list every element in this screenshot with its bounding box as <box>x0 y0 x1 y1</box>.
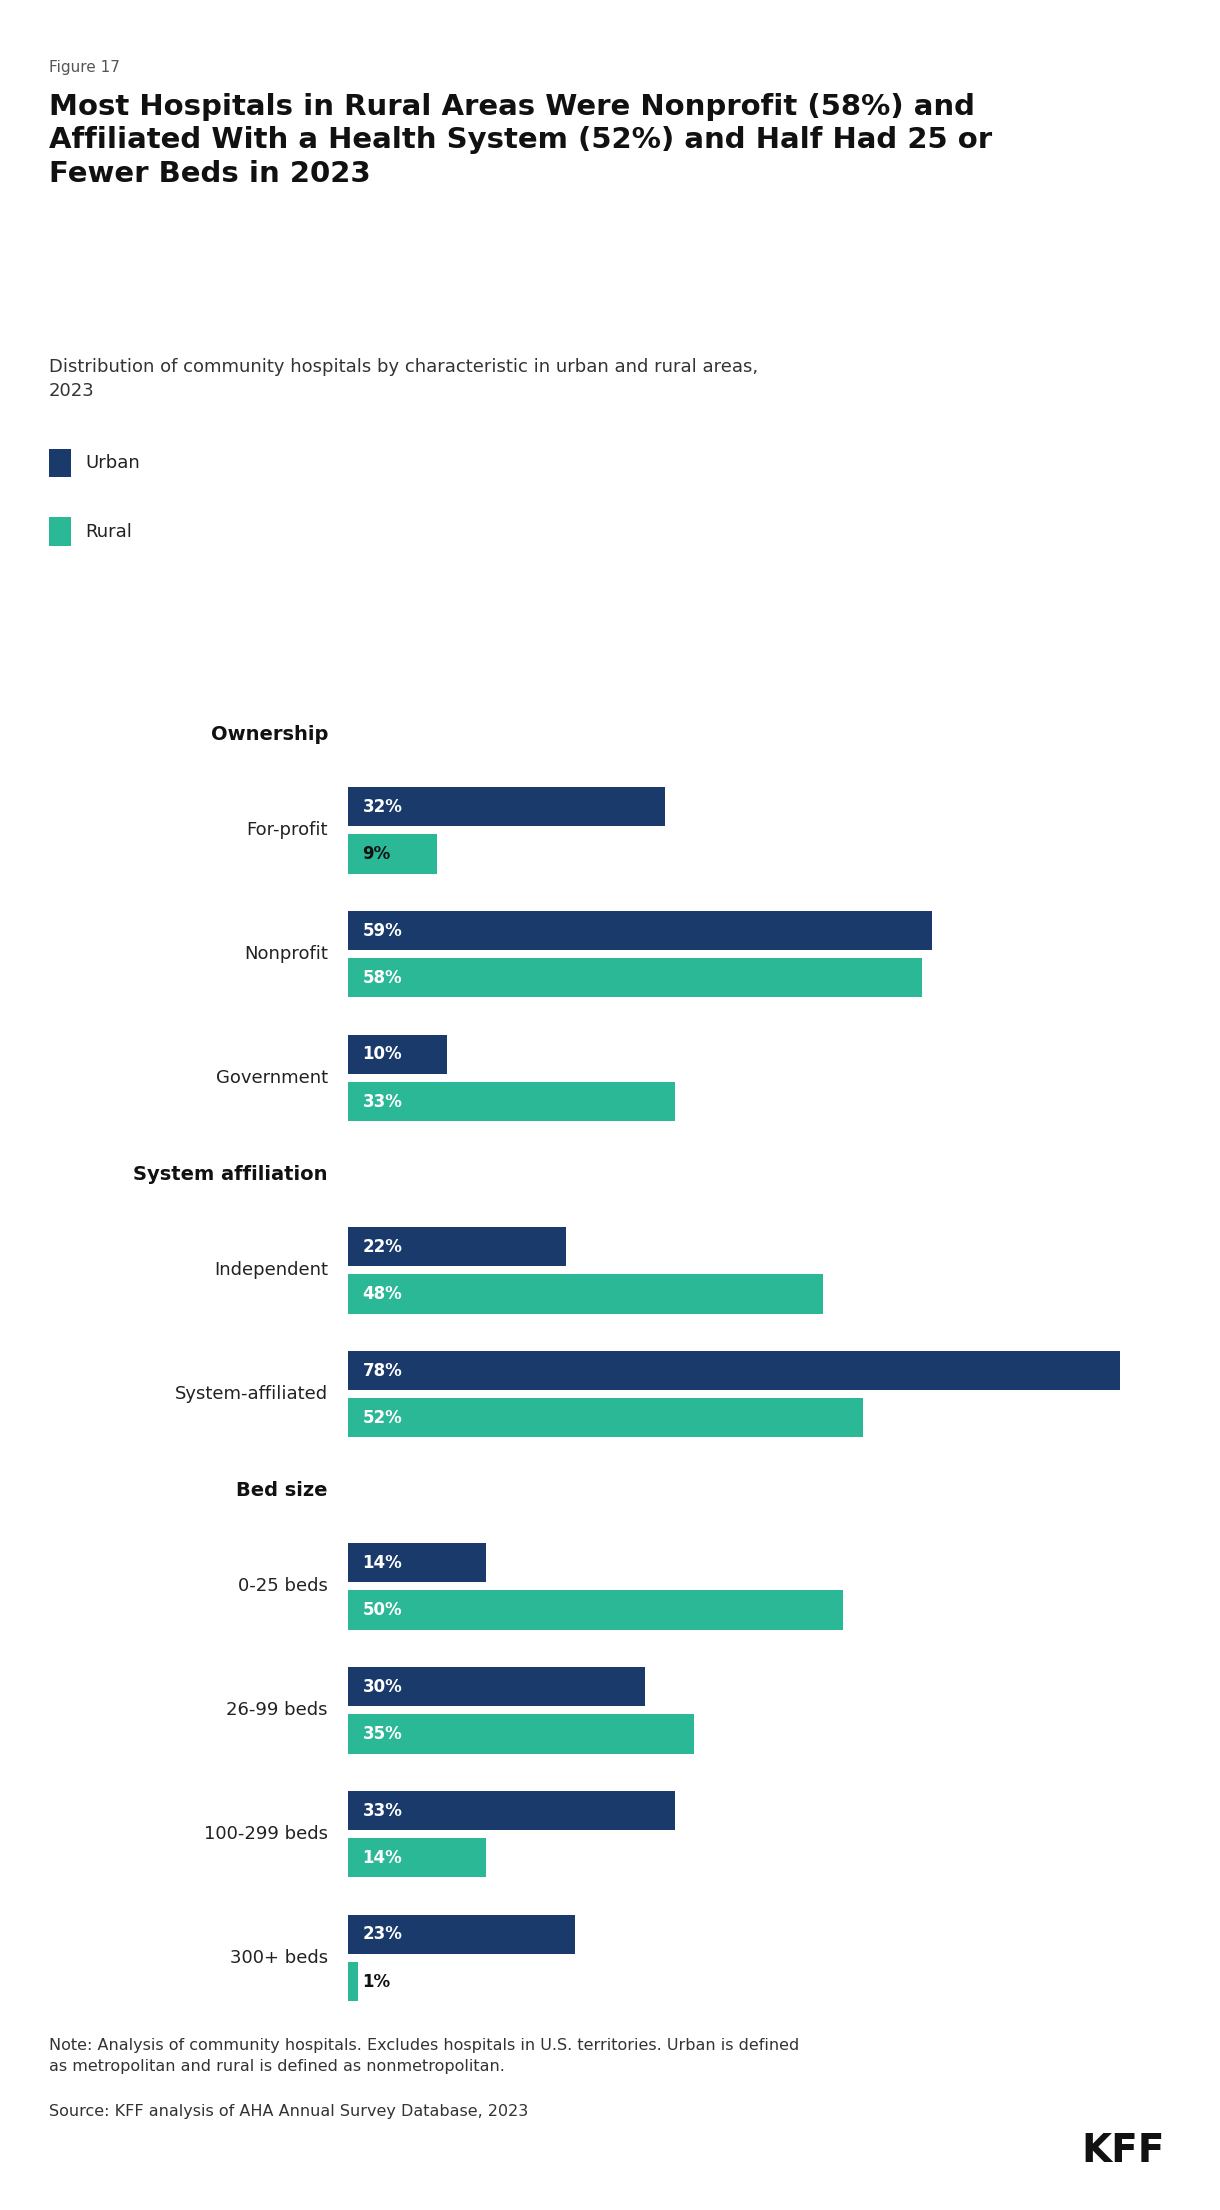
Text: 14%: 14% <box>362 1848 403 1867</box>
Text: Distribution of community hospitals by characteristic in urban and rural areas,
: Distribution of community hospitals by c… <box>49 358 758 400</box>
Text: 58%: 58% <box>362 968 403 986</box>
Text: 33%: 33% <box>362 1092 403 1112</box>
Text: 300+ beds: 300+ beds <box>229 1949 328 1967</box>
Bar <box>348 787 665 827</box>
Bar <box>348 1350 1120 1390</box>
Text: 10%: 10% <box>362 1045 403 1063</box>
Text: Figure 17: Figure 17 <box>49 60 120 75</box>
Text: 22%: 22% <box>362 1238 403 1255</box>
Text: 78%: 78% <box>362 1361 403 1379</box>
Text: Rural: Rural <box>85 522 132 541</box>
Text: Most Hospitals in Rural Areas Were Nonprofit (58%) and
Affiliated With a Health : Most Hospitals in Rural Areas Were Nonpr… <box>49 93 992 188</box>
Bar <box>348 1715 694 1753</box>
Bar <box>348 1397 863 1436</box>
Bar <box>348 1589 843 1629</box>
Text: Government: Government <box>216 1070 328 1087</box>
Bar <box>348 957 922 997</box>
Text: 30%: 30% <box>362 1677 403 1695</box>
Text: System-affiliated: System-affiliated <box>174 1386 328 1403</box>
Text: 1%: 1% <box>362 1974 390 1991</box>
Text: Note: Analysis of community hospitals. Excludes hospitals in U.S. territories. U: Note: Analysis of community hospitals. E… <box>49 2038 799 2073</box>
Text: 52%: 52% <box>362 1408 403 1428</box>
Bar <box>348 911 932 950</box>
Bar <box>348 1227 566 1266</box>
Text: Urban: Urban <box>85 453 140 473</box>
Bar <box>348 1034 447 1074</box>
Text: 48%: 48% <box>362 1284 403 1302</box>
Text: KFF: KFF <box>1082 2133 1165 2170</box>
Bar <box>348 1666 645 1706</box>
Bar <box>348 1914 576 1954</box>
Bar <box>348 1839 487 1878</box>
Text: Source: KFF analysis of AHA Annual Survey Database, 2023: Source: KFF analysis of AHA Annual Surve… <box>49 2104 528 2119</box>
Text: Nonprofit: Nonprofit <box>244 946 328 964</box>
Text: Ownership: Ownership <box>211 725 328 743</box>
Bar <box>348 1081 675 1120</box>
Text: 26-99 beds: 26-99 beds <box>227 1702 328 1719</box>
Text: 33%: 33% <box>362 1801 403 1819</box>
Text: System affiliation: System affiliation <box>133 1165 328 1185</box>
Text: For-profit: For-profit <box>246 822 328 840</box>
Text: 14%: 14% <box>362 1554 403 1571</box>
Text: Independent: Independent <box>214 1262 328 1280</box>
Bar <box>348 1790 675 1830</box>
Bar <box>348 1543 487 1582</box>
Text: 59%: 59% <box>362 922 403 939</box>
Text: 50%: 50% <box>362 1600 403 1618</box>
Bar <box>348 833 437 873</box>
Text: 23%: 23% <box>362 1925 403 1943</box>
Bar <box>348 1273 824 1313</box>
Text: 100-299 beds: 100-299 beds <box>204 1825 328 1843</box>
Text: 9%: 9% <box>362 844 390 862</box>
Text: 32%: 32% <box>362 798 403 815</box>
Text: Bed size: Bed size <box>237 1481 328 1501</box>
Text: 0-25 beds: 0-25 beds <box>238 1578 328 1596</box>
Text: 35%: 35% <box>362 1724 403 1744</box>
Bar <box>348 1962 357 2002</box>
